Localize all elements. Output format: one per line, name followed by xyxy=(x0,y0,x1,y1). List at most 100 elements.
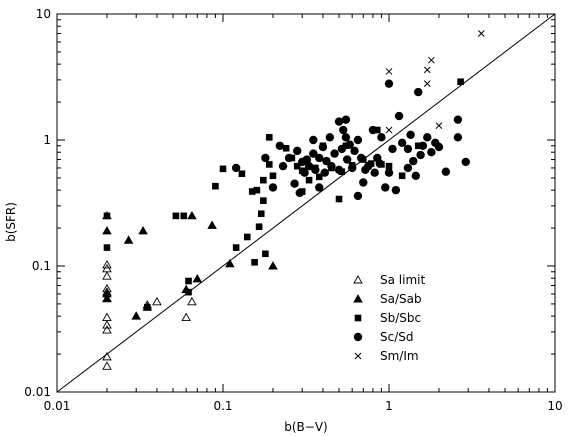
legend-label-sb-sbc: Sb/Sbc xyxy=(380,311,421,325)
point-sc-sd xyxy=(325,133,335,142)
y-axis-title: b(SFR) xyxy=(4,202,18,242)
point-sc-sd xyxy=(353,191,363,201)
point-sb-sbc xyxy=(103,212,111,220)
point-sc-sd xyxy=(295,188,304,198)
point-sm-im xyxy=(435,122,443,129)
one-to-one-line xyxy=(56,13,556,393)
point-sc-sd xyxy=(341,115,351,124)
point-sc-sd xyxy=(394,111,404,121)
point-sb-sbc xyxy=(262,250,269,258)
point-sc-sd xyxy=(275,141,285,150)
legend-marker-sc-sd xyxy=(353,332,363,342)
point-sb-sbc xyxy=(414,142,422,150)
point-sc-sd xyxy=(423,133,432,142)
y-tick-label: 0.01 xyxy=(24,385,51,399)
point-sa-limit xyxy=(102,325,112,334)
point-sb-sbc xyxy=(260,197,267,204)
point-sc-sd xyxy=(411,171,420,180)
point-sc-sd xyxy=(284,153,294,163)
point-sc-sd xyxy=(461,157,470,167)
point-sb-sbc xyxy=(265,134,273,141)
point-sa-sab xyxy=(131,311,141,320)
point-sc-sd xyxy=(315,183,324,192)
y-tick-label: 0.1 xyxy=(32,259,51,273)
point-sb-sbc xyxy=(373,126,381,134)
point-sc-sd xyxy=(414,87,423,97)
point-sb-sbc xyxy=(457,78,464,86)
point-sb-sbc xyxy=(282,144,290,152)
point-sb-sbc xyxy=(260,176,267,184)
point-sc-sd xyxy=(368,125,378,135)
point-sa-sab xyxy=(268,261,278,270)
point-sc-sd xyxy=(416,150,425,160)
point-sc-sd xyxy=(350,146,359,156)
point-sc-sd xyxy=(300,168,309,177)
point-sb-sbc xyxy=(335,195,343,203)
point-sc-sd xyxy=(302,155,312,164)
legend-marker-sb-sbc xyxy=(354,314,362,322)
point-sm-im xyxy=(385,68,393,75)
point-sc-sd xyxy=(409,156,418,166)
point-sb-sbc xyxy=(269,172,277,180)
point-sc-sd xyxy=(315,153,324,163)
point-sb-sbc xyxy=(243,233,251,241)
point-sc-sd xyxy=(337,144,347,154)
point-sb-sbc xyxy=(232,244,240,251)
point-sb-sbc xyxy=(253,186,261,194)
point-sa-limit xyxy=(102,361,112,370)
point-sc-sd xyxy=(375,159,384,168)
point-sc-sd xyxy=(370,168,379,177)
point-sc-sd xyxy=(441,167,451,176)
point-sa-limit xyxy=(181,312,191,321)
point-sc-sd xyxy=(304,161,314,171)
point-sb-sbc xyxy=(212,182,219,190)
point-sb-sbc xyxy=(251,258,258,266)
point-sc-sd xyxy=(339,125,348,135)
point-sc-sd xyxy=(384,79,394,88)
point-sc-sd xyxy=(397,138,407,148)
y-tick-label: 10 xyxy=(36,7,51,21)
point-sb-sbc xyxy=(172,212,180,220)
point-sc-sd xyxy=(327,161,336,171)
point-sc-sd xyxy=(434,142,444,152)
point-sm-im xyxy=(428,56,435,64)
point-sa-limit xyxy=(102,351,112,361)
point-sb-sbc xyxy=(385,162,393,170)
point-sb-sbc xyxy=(248,188,256,195)
point-sa-sab xyxy=(187,210,197,220)
point-sc-sd xyxy=(403,144,413,154)
point-sc-sd xyxy=(278,161,288,171)
point-sb-sbc xyxy=(103,244,111,251)
point-sa-sab xyxy=(225,258,235,268)
point-sc-sd xyxy=(334,165,344,175)
point-sb-sbc xyxy=(315,173,323,181)
legend-marker-sm-im xyxy=(354,352,362,360)
point-sc-sd xyxy=(341,133,351,142)
point-sb-sbc xyxy=(257,210,265,218)
legend-label-sm-im: Sm/Im xyxy=(380,349,419,363)
legend-marker-sa-limit xyxy=(353,275,363,284)
point-sm-im xyxy=(423,66,431,74)
legend-label-sa-limit: Sa limit xyxy=(380,273,425,287)
point-sc-sd xyxy=(334,117,344,126)
point-sb-sbc xyxy=(185,288,192,296)
x-tick-label: 0.01 xyxy=(44,399,71,413)
point-sa-limit xyxy=(152,296,162,306)
point-sc-sd xyxy=(330,149,339,158)
point-sc-sd xyxy=(403,163,413,173)
point-sc-sd xyxy=(418,141,428,150)
point-sb-sbc xyxy=(305,176,313,184)
point-sc-sd xyxy=(293,146,302,156)
point-sc-sd xyxy=(406,130,415,139)
point-sb-sbc xyxy=(255,223,263,231)
point-sc-sd xyxy=(318,142,328,152)
point-sc-sd xyxy=(311,165,320,175)
point-sc-sd xyxy=(320,168,329,177)
point-sb-sbc xyxy=(144,304,151,311)
y-tick-label: 1 xyxy=(43,133,51,147)
point-sa-sab xyxy=(138,225,148,235)
point-sb-sbc xyxy=(265,161,273,168)
point-sc-sd xyxy=(309,149,318,158)
point-sc-sd xyxy=(384,168,394,177)
legend-label-sa-sab: Sa/Sab xyxy=(380,292,422,306)
